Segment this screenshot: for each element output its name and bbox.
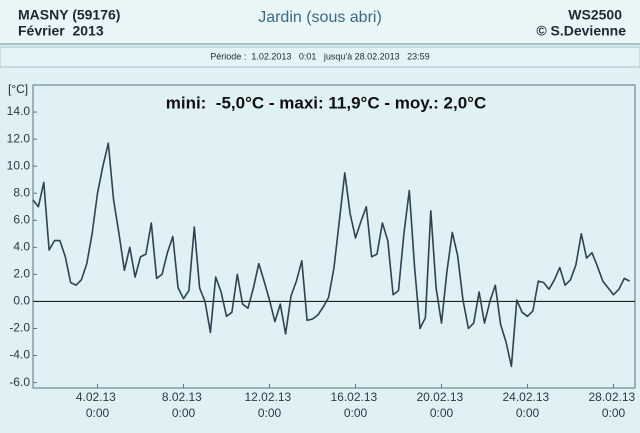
period: Période : 1.02.2013 0:01 jusqu'à 28.02.2… bbox=[210, 51, 429, 61]
x-tick-label: 4.02.13 0:00 bbox=[76, 390, 119, 420]
month: Février 2013 bbox=[18, 23, 104, 39]
y-tick-label: 6.0 bbox=[13, 212, 30, 226]
x-tick-label: 24.02.13 0:00 bbox=[502, 390, 552, 420]
x-tick-label: 16.02.13 0:00 bbox=[330, 390, 380, 420]
y-tick-label: 14.0 bbox=[7, 104, 31, 118]
y-axis-label: [°C] bbox=[8, 82, 28, 96]
y-tick-label: 4.0 bbox=[13, 239, 30, 253]
y-tick-label: -4.0 bbox=[9, 348, 30, 362]
y-tick-label: -6.0 bbox=[9, 375, 30, 389]
station-name: MASNY (59176) bbox=[18, 7, 120, 23]
station-type: WS2500 bbox=[568, 7, 622, 23]
author: © S.Devienne bbox=[536, 23, 626, 39]
y-tick-label: 8.0 bbox=[13, 185, 30, 199]
header-band bbox=[0, 0, 640, 44]
y-tick-label: 12.0 bbox=[7, 131, 31, 145]
x-tick-label: 20.02.13 0:00 bbox=[416, 390, 466, 420]
y-tick-label: 2.0 bbox=[13, 267, 30, 281]
y-tick-label: 10.0 bbox=[7, 158, 31, 172]
x-tick-label: 28.02.13 0:00 bbox=[588, 390, 638, 420]
chart-title: Jardin (sous abri) bbox=[258, 9, 382, 26]
y-tick-label: 0.0 bbox=[13, 294, 30, 308]
x-tick-label: 8.02.13 0:00 bbox=[162, 390, 205, 420]
temperature-line bbox=[32, 142, 630, 368]
x-tick-label: 12.02.13 0:00 bbox=[244, 390, 294, 420]
period-band bbox=[0, 46, 640, 68]
y-tick-label: -2.0 bbox=[9, 321, 30, 335]
stats-annotation: mini: -5,0°C - maxi: 11,9°C - moy.: 2,0°… bbox=[166, 93, 487, 112]
plot-frame bbox=[32, 84, 636, 389]
